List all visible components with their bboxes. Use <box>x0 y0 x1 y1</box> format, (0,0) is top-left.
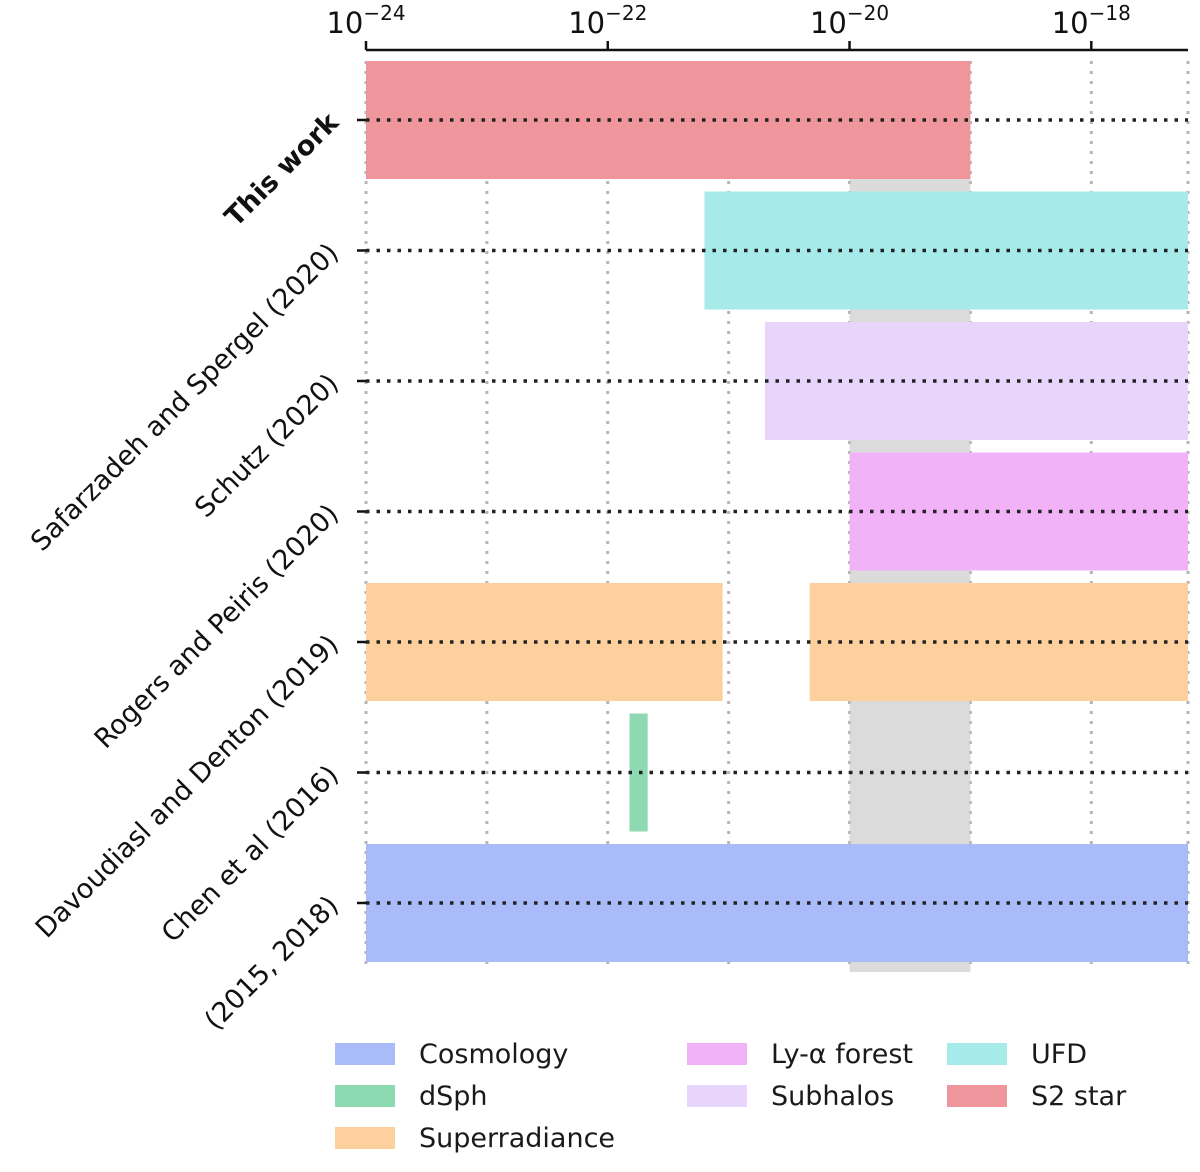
chart: 10−24 10−22 10−20 10−18 This workSafarzadeh… <box>25 1 1190 1030</box>
legend-item-dsph: dSph <box>335 1078 488 1114</box>
legend-swatch <box>335 1043 395 1065</box>
legend-label: UFD <box>1031 1038 1088 1070</box>
legend-swatch <box>335 1085 395 1107</box>
legend-item-superradiance: Superradiance <box>335 1120 615 1156</box>
legend-item-ufd: UFD <box>947 1036 1087 1072</box>
bar-s2-star <box>366 61 971 179</box>
legend-item-ly-forest: Ly-α forest <box>687 1036 913 1072</box>
legend-label: dSph <box>419 1080 488 1112</box>
legend-item-s2-star: S2 star <box>947 1078 1126 1114</box>
x-tick-label: 10−22 <box>568 1 647 40</box>
legend: Cosmology dSph Superradiance Ly-α forest Sub… <box>335 1036 1195 1166</box>
legend-swatch <box>947 1085 1007 1107</box>
legend-item-subhalos: Subhalos <box>687 1078 894 1114</box>
y-label-this-work: This work <box>219 106 346 233</box>
legend-label: S2 star <box>1031 1080 1127 1112</box>
legend-label: Ly-α forest <box>771 1038 913 1070</box>
x-tick-label: 10−20 <box>810 1 889 40</box>
x-tick-label: 10−18 <box>1052 1 1131 40</box>
x-tick-label: 10−24 <box>326 1 405 40</box>
legend-label: Superradiance <box>419 1122 616 1154</box>
legend-swatch <box>947 1043 1007 1065</box>
legend-item-cosmology: Cosmology <box>335 1036 568 1072</box>
legend-swatch <box>335 1127 395 1149</box>
y-label-rogers-and-peiris-2020: Rogers and Peiris (2020) <box>89 499 345 755</box>
bar-dsph <box>629 713 648 832</box>
legend-label: Subhalos <box>771 1080 895 1112</box>
legend-swatch <box>687 1043 747 1065</box>
legend-label: Cosmology <box>419 1038 569 1070</box>
legend-swatch <box>687 1085 747 1107</box>
row-dotted-lines <box>366 118 1188 905</box>
x-axis: 10−24 10−22 10−20 10−18 <box>326 1 1188 52</box>
